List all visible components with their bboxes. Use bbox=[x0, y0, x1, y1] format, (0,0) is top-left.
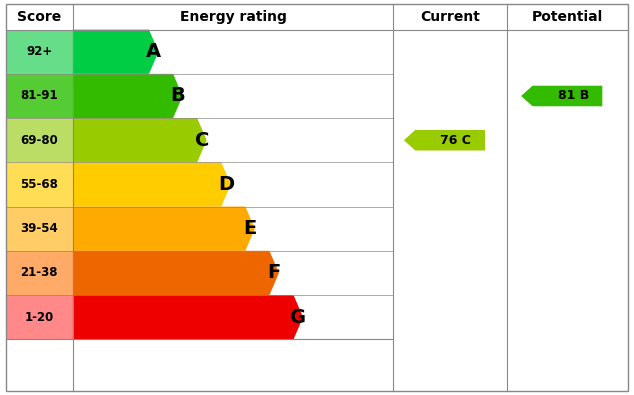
Bar bbox=[6, 30, 73, 74]
Text: Energy rating: Energy rating bbox=[179, 10, 287, 24]
Text: 81-91: 81-91 bbox=[20, 90, 58, 102]
Text: 81 B: 81 B bbox=[557, 90, 589, 102]
Text: 1-20: 1-20 bbox=[25, 311, 54, 324]
Text: 76 C: 76 C bbox=[441, 134, 471, 147]
Bar bbox=[6, 162, 73, 207]
Text: 92+: 92+ bbox=[26, 45, 53, 58]
Text: B: B bbox=[171, 87, 185, 105]
Bar bbox=[6, 295, 73, 339]
Polygon shape bbox=[73, 295, 303, 339]
Text: F: F bbox=[268, 263, 281, 282]
Polygon shape bbox=[73, 207, 255, 251]
Bar bbox=[6, 251, 73, 295]
Polygon shape bbox=[73, 30, 158, 74]
Polygon shape bbox=[73, 251, 279, 295]
Polygon shape bbox=[73, 118, 207, 162]
Bar bbox=[6, 118, 73, 162]
Text: C: C bbox=[195, 131, 209, 150]
Polygon shape bbox=[404, 130, 485, 150]
Text: Current: Current bbox=[420, 10, 480, 24]
Text: Score: Score bbox=[17, 10, 61, 24]
Text: 21-38: 21-38 bbox=[20, 267, 58, 279]
Bar bbox=[6, 207, 73, 251]
Text: E: E bbox=[243, 219, 257, 238]
Bar bbox=[6, 74, 73, 118]
Text: D: D bbox=[218, 175, 234, 194]
Text: Potential: Potential bbox=[532, 10, 603, 24]
Text: G: G bbox=[290, 308, 306, 327]
Polygon shape bbox=[521, 86, 602, 106]
Text: 55-68: 55-68 bbox=[20, 178, 58, 191]
Text: 69-80: 69-80 bbox=[20, 134, 58, 147]
Text: A: A bbox=[146, 42, 161, 61]
Polygon shape bbox=[73, 162, 231, 207]
Text: 39-54: 39-54 bbox=[20, 222, 58, 235]
Polygon shape bbox=[73, 74, 183, 118]
